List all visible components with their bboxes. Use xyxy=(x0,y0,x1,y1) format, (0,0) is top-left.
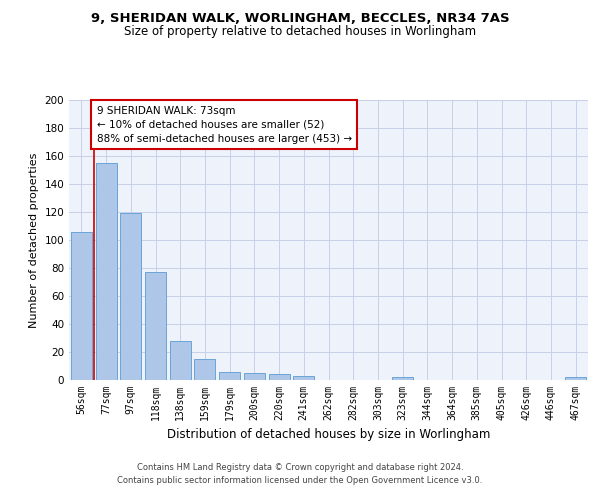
Bar xyxy=(71,232,92,380)
Bar xyxy=(145,272,166,380)
X-axis label: Distribution of detached houses by size in Worlingham: Distribution of detached houses by size … xyxy=(167,428,490,442)
Bar xyxy=(565,377,586,380)
Bar xyxy=(392,377,413,380)
Y-axis label: Number of detached properties: Number of detached properties xyxy=(29,152,39,328)
Bar xyxy=(244,373,265,380)
Text: Contains public sector information licensed under the Open Government Licence v3: Contains public sector information licen… xyxy=(118,476,482,485)
Bar xyxy=(120,214,141,380)
Bar xyxy=(219,372,240,380)
Bar xyxy=(95,163,116,380)
Bar xyxy=(293,376,314,380)
Text: Contains HM Land Registry data © Crown copyright and database right 2024.: Contains HM Land Registry data © Crown c… xyxy=(137,462,463,471)
Text: Size of property relative to detached houses in Worlingham: Size of property relative to detached ho… xyxy=(124,25,476,38)
Bar xyxy=(269,374,290,380)
Text: 9 SHERIDAN WALK: 73sqm
← 10% of detached houses are smaller (52)
88% of semi-det: 9 SHERIDAN WALK: 73sqm ← 10% of detached… xyxy=(97,106,352,144)
Text: 9, SHERIDAN WALK, WORLINGHAM, BECCLES, NR34 7AS: 9, SHERIDAN WALK, WORLINGHAM, BECCLES, N… xyxy=(91,12,509,26)
Bar xyxy=(170,341,191,380)
Bar xyxy=(194,359,215,380)
